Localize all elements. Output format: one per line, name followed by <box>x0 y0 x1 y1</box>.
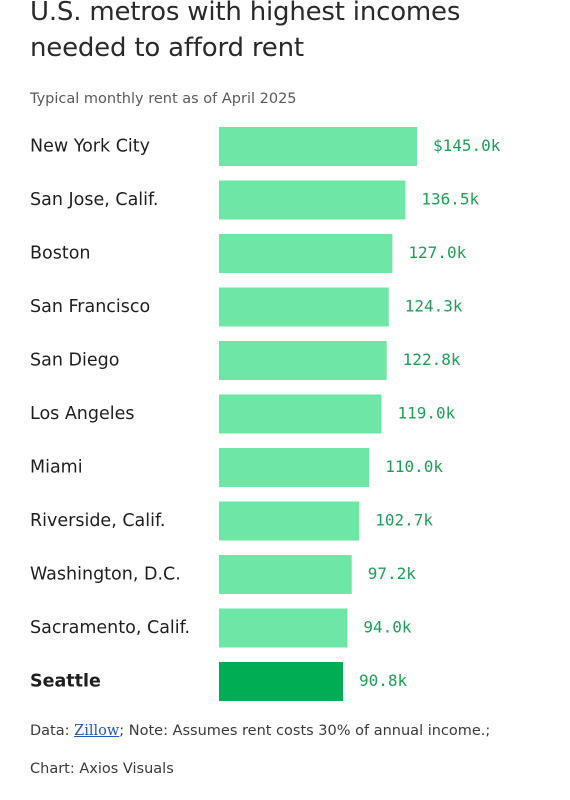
note-text: ; Note: Assumes rent costs 30% of annual… <box>119 723 491 739</box>
chart-title: U.S. metros with highest incomes needed … <box>30 0 461 63</box>
category-label: Washington, D.C. <box>30 565 181 585</box>
value-label: 110.0k <box>385 457 443 476</box>
bar <box>219 555 352 594</box>
bar <box>219 287 389 327</box>
category-label: New York City <box>30 137 150 157</box>
chart-subtitle: Typical monthly rent as of April 2025 <box>30 91 297 107</box>
bar <box>219 234 393 273</box>
value-label: 94.0k <box>363 618 412 637</box>
bar-chart: New York City $145.0k San Jose, Calif. 136.… <box>30 127 501 701</box>
value-label: 136.5k <box>421 190 479 209</box>
category-label: San Francisco <box>30 297 150 317</box>
bar <box>219 394 382 434</box>
value-label: 102.7k <box>375 511 433 530</box>
bar <box>219 448 370 487</box>
bar <box>219 341 387 380</box>
bar-highlighted <box>219 662 343 701</box>
value-label: 119.0k <box>397 404 455 423</box>
bar <box>219 180 406 220</box>
category-label: Boston <box>30 244 91 264</box>
chart-credit: Chart: Axios Visuals <box>30 761 174 777</box>
value-label: 127.0k <box>408 243 466 262</box>
category-label: Los Angeles <box>30 404 135 424</box>
value-label: 124.3k <box>405 297 463 316</box>
category-label: Miami <box>30 458 83 478</box>
bar <box>219 501 360 541</box>
value-label: $145.0k <box>433 136 501 155</box>
value-label: 122.8k <box>403 350 461 369</box>
category-label: San Jose, Calif. <box>30 190 158 210</box>
bar <box>219 608 348 648</box>
category-label: Seattle <box>30 672 101 692</box>
bar <box>219 127 417 166</box>
data-prefix: Data: <box>30 723 75 739</box>
source-note: Data: Zillow; Note: Assumes rent costs 3… <box>30 721 490 741</box>
value-label: 97.2k <box>368 564 417 583</box>
category-label: Riverside, Calif. <box>30 511 165 531</box>
source-link-zillow[interactable]: Zillow <box>74 723 120 739</box>
value-label: 90.8k <box>359 671 408 690</box>
category-label: Sacramento, Calif. <box>30 618 190 638</box>
category-label: San Diego <box>30 351 119 371</box>
